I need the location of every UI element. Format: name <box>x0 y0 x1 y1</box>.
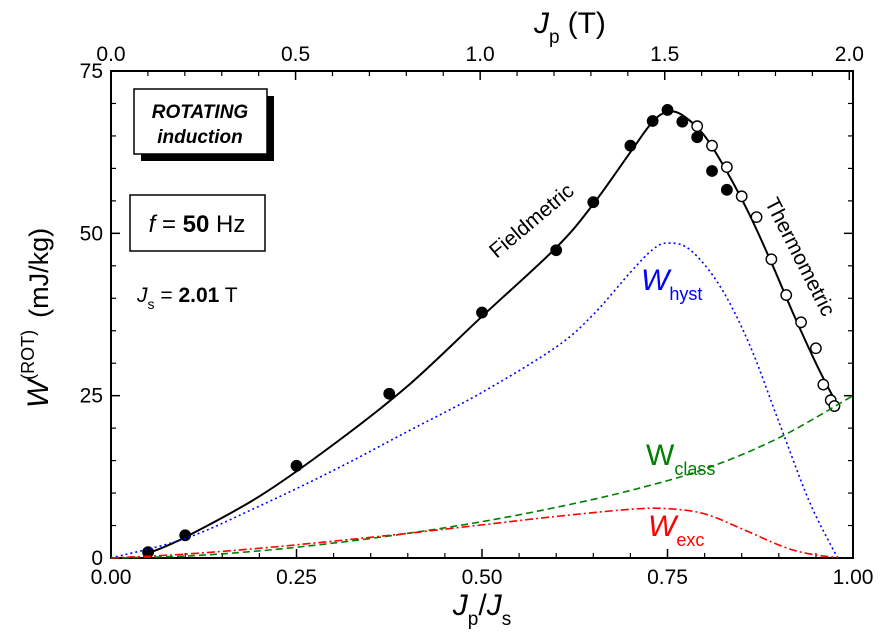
x-top-tick-label: 0.5 <box>281 43 310 66</box>
x-bottom-tick-label: 0.75 <box>647 566 688 589</box>
thermometric-point <box>817 378 830 391</box>
fieldmetric-point <box>476 306 488 319</box>
x-bottom-tick-label: 0.00 <box>91 566 132 589</box>
fieldmetric-point <box>661 104 674 116</box>
fieldmetric-point <box>720 183 733 196</box>
x-top-tick-label: 0.0 <box>96 43 125 66</box>
js-value: 2.01 <box>178 284 219 307</box>
w-hyst-label: Whyst <box>641 264 702 304</box>
w-class-sub: class <box>674 459 715 479</box>
fieldmetric-point <box>550 244 563 257</box>
rotating-box <box>133 88 268 155</box>
x-top-tick-label: 2.0 <box>835 43 864 66</box>
thermometric-point <box>828 400 841 412</box>
x-top-tick-label: 1.5 <box>650 43 679 66</box>
x-bottom-tick-label: 0.25 <box>276 566 317 589</box>
x-bottom-sub1: p <box>468 609 479 630</box>
y-tick-label: 0 <box>91 547 103 570</box>
fieldmetric-point <box>676 115 689 128</box>
series-layer <box>110 104 854 559</box>
w-exc-sub: exc <box>676 530 704 550</box>
y-title-unit: (mJ/kg) <box>24 228 54 318</box>
fieldmetric-point <box>179 529 192 542</box>
w-hyst-sub: hyst <box>669 284 702 304</box>
y-title-W: W <box>22 377 55 408</box>
w-exc-label: Wexc <box>648 510 704 550</box>
freq-unit: Hz <box>209 211 245 238</box>
x-top-tick-label: 1.0 <box>466 43 495 66</box>
x-bottom-tick-label: 1.00 <box>833 566 874 589</box>
ticks: 0.00 0.25 0.50 0.75 1.00 0.0 0.5 1.0 1.5 2.0 0 25 50… <box>80 43 874 589</box>
x-top-J: J <box>533 7 550 40</box>
x-bottom-sub2: s <box>502 609 512 630</box>
y-tick-label: 50 <box>80 222 103 245</box>
w-class-label: Wclass <box>646 439 715 479</box>
js-unit: T <box>219 284 237 307</box>
w-exc-W: W <box>648 510 679 543</box>
js-eq: = <box>155 284 179 307</box>
x-axis-title-bottom: Jp/Js <box>452 589 511 630</box>
x-bottom-J1: J <box>452 589 469 622</box>
y-tick-label: 75 <box>80 60 103 83</box>
fieldmetric-point <box>587 196 600 209</box>
thermometric-point <box>691 120 704 133</box>
freq-value: 50 <box>183 211 210 238</box>
x-axis-title-top: Jp (T) <box>533 7 606 48</box>
y-axis-title: W(ROT) (mJ/kg) <box>18 228 55 408</box>
x-top-sub: p <box>549 27 560 48</box>
rotating-line2: induction <box>157 127 242 148</box>
w-class-line <box>110 394 854 559</box>
freq-eq: = <box>155 211 182 238</box>
fieldmetric-point <box>624 139 637 152</box>
thermometric-point <box>795 316 807 329</box>
fieldmetric-point <box>383 387 396 400</box>
thermometric-point <box>706 139 718 152</box>
thermometric-point <box>780 289 793 301</box>
js-text: Js = 2.01 T <box>136 284 238 312</box>
fieldmetric-point <box>691 131 704 144</box>
y-tick-label: 25 <box>80 385 103 408</box>
freq-f: f <box>149 211 158 238</box>
thermometric-point <box>810 342 822 355</box>
w-hyst-W: W <box>641 264 672 297</box>
y-title-sup: (ROT) <box>18 330 38 380</box>
x-bottom-slash: / <box>478 589 487 622</box>
js-sub: s <box>148 296 155 312</box>
w-hyst-line <box>110 242 839 559</box>
thermometric-point <box>765 253 778 266</box>
x-bottom-J2: J <box>486 589 503 622</box>
x-bottom-tick-label: 0.50 <box>462 566 503 589</box>
fieldmetric-point <box>290 459 303 472</box>
fieldmetric-label: Fieldmetric <box>485 179 578 263</box>
w-exc-line <box>110 507 839 559</box>
thermometric-point <box>750 211 763 224</box>
fieldmetric-point <box>706 165 718 177</box>
frequency-box <box>129 194 266 252</box>
js-J: J <box>136 284 148 307</box>
rotating-line1: ROTATING <box>152 102 249 123</box>
x-top-unit: (T) <box>568 7 606 40</box>
frequency-text: f = 50 Hz <box>149 211 246 238</box>
w-total-fit-line <box>147 110 840 555</box>
fieldmetric-point <box>646 115 659 127</box>
thermometric-point <box>720 161 733 174</box>
w-class-W: W <box>646 439 675 472</box>
thermometric-point <box>735 190 748 203</box>
